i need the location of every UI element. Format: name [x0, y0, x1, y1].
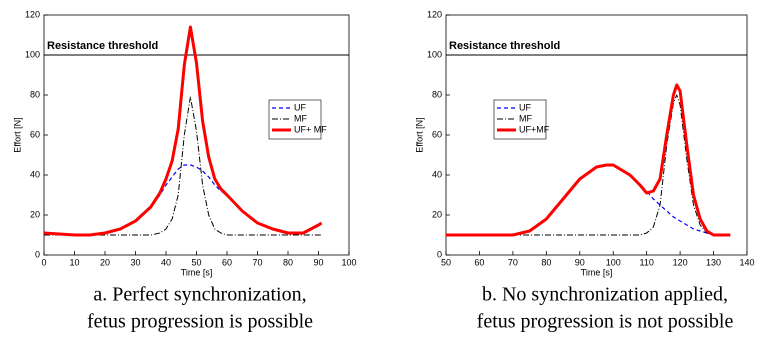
caption: b. No synchronization applied,	[482, 284, 728, 306]
caption: fetus progression is not possible	[477, 311, 734, 333]
x-tick-label: 130	[706, 257, 721, 267]
x-tick-label: 70	[508, 257, 518, 267]
y-tick-label: 40	[432, 169, 442, 179]
caption: a. Perfect synchronization,	[93, 284, 306, 306]
x-tick-label: 70	[252, 257, 262, 267]
legend-label: MF	[519, 113, 532, 123]
x-tick-label: 80	[283, 257, 293, 267]
x-tick-label: 40	[161, 257, 171, 267]
x-tick-label: 140	[739, 257, 754, 267]
x-axis-label: Time [s]	[181, 267, 213, 277]
y-tick-label: 60	[432, 129, 442, 139]
x-axis-label: Time [s]	[581, 267, 613, 277]
y-axis-label: Effort [N]	[12, 117, 22, 152]
y-tick-label: 20	[432, 209, 442, 219]
legend-label: MF	[294, 113, 307, 123]
series-line	[446, 94, 731, 236]
y-tick-label: 100	[427, 49, 442, 59]
threshold-label: Resistance threshold	[47, 40, 158, 52]
series-line	[43, 164, 322, 236]
chart: 0 10 20 30 40 50 60 70 80 90 100 0 20 40 60 80 100 120 Tim…	[12, 9, 356, 332]
x-tick-label: 80	[541, 257, 551, 267]
y-tick-label: 0	[437, 249, 442, 259]
x-tick-label: 0	[41, 257, 46, 267]
x-tick-label: 50	[441, 257, 451, 267]
x-tick-label: 30	[130, 257, 140, 267]
x-tick-label: 10	[69, 257, 79, 267]
y-tick-label: 80	[432, 89, 442, 99]
y-tick-label: 100	[25, 49, 40, 59]
x-tick-label: 20	[100, 257, 110, 267]
y-tick-label: 20	[30, 209, 40, 219]
series-line	[446, 83, 731, 237]
y-tick-label: 40	[30, 169, 40, 179]
series-line	[446, 164, 731, 236]
legend-label: UF	[294, 102, 306, 112]
series-line	[44, 96, 322, 236]
x-tick-label: 100	[606, 257, 621, 267]
y-tick-label: 0	[35, 249, 40, 259]
x-tick-label: 120	[673, 257, 688, 267]
x-tick-label: 90	[313, 257, 323, 267]
x-tick-label: 110	[639, 257, 653, 267]
x-tick-label: 90	[575, 257, 585, 267]
x-tick-label: 60	[474, 257, 484, 267]
y-tick-label: 120	[25, 9, 40, 19]
y-tick-label: 60	[30, 129, 40, 139]
x-tick-label: 50	[191, 257, 201, 267]
x-tick-label: 60	[222, 257, 232, 267]
y-axis-label: Effort [N]	[414, 117, 424, 152]
series-line	[43, 25, 323, 237]
x-tick-label: 100	[341, 257, 356, 267]
y-tick-label: 120	[427, 9, 442, 19]
legend-label: UF+ MF	[294, 124, 327, 134]
legend-label: UF	[519, 102, 531, 112]
caption: fetus progression is possible	[87, 311, 313, 333]
chart: 50 60 70 80 90 100 110 120 130 140 0 20 40 60 80 100 120…	[414, 9, 754, 332]
legend-label: UF+MF	[519, 124, 550, 134]
y-tick-label: 80	[30, 89, 40, 99]
threshold-label: Resistance threshold	[449, 40, 560, 52]
